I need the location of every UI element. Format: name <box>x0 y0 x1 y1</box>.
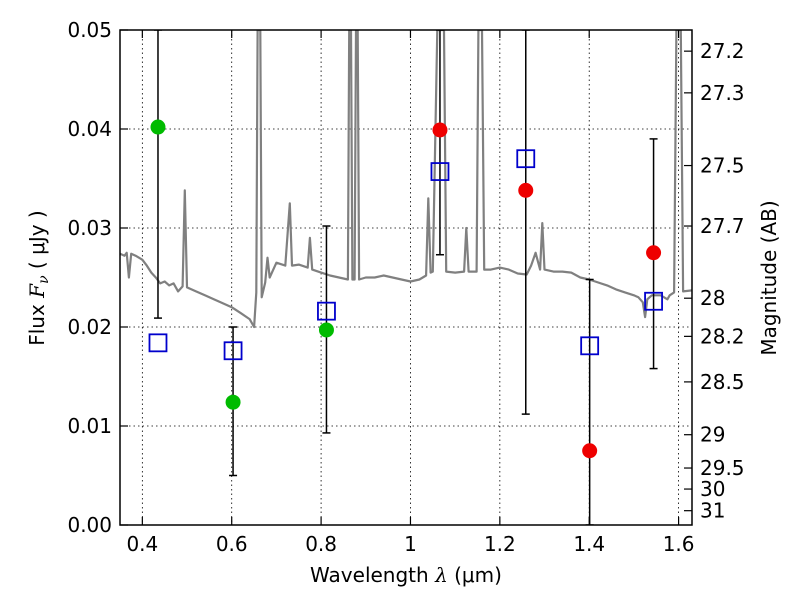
data-point <box>150 119 166 135</box>
y-tick-label: 0.03 <box>67 216 112 240</box>
data-point <box>225 394 241 410</box>
y-axis-label: Flux Fν ( μJy ) <box>25 210 52 346</box>
plot-data <box>120 30 692 525</box>
x-axis-label: Wavelength λ (μm) <box>310 563 502 587</box>
y2-tick-label: 27.5 <box>700 154 745 178</box>
model-point <box>430 162 450 181</box>
plot-frame <box>119 29 693 526</box>
y2-tick-label: 29 <box>700 423 725 447</box>
data-point <box>432 122 448 138</box>
model-point <box>223 341 243 361</box>
x-tick-label: 1.6 <box>663 532 695 556</box>
y-tick-label: 0.02 <box>67 315 112 339</box>
y-tick-label: 0.05 <box>67 18 112 42</box>
y2-tick-label: 27.7 <box>700 214 745 238</box>
x-tick-label: 0.4 <box>126 532 158 556</box>
data-point <box>318 322 334 338</box>
y-tick-label: 0.00 <box>67 513 112 537</box>
data-point <box>518 182 534 198</box>
model-point <box>516 149 536 169</box>
y2-tick-label: 30 <box>700 477 725 501</box>
data-point <box>646 245 662 261</box>
y2-tick-label: 28 <box>700 286 725 310</box>
y2-tick-label: 27.3 <box>700 81 745 105</box>
grid-lines <box>120 29 692 526</box>
y2-tick-label: 28.2 <box>700 324 745 348</box>
x-tick-label: 0.8 <box>305 532 337 556</box>
x-tick-label: 1 <box>404 532 417 556</box>
data-point <box>582 443 598 459</box>
spectrum-line <box>120 30 692 329</box>
y-tick-label: 0.04 <box>67 117 112 141</box>
y2-tick-label: 27.2 <box>700 39 745 63</box>
x-tick-label: 1.2 <box>484 532 516 556</box>
y2-axis-label: Magnitude (AB) <box>757 200 781 355</box>
y2-tick-label: 28.5 <box>700 370 745 394</box>
model-point <box>317 301 336 321</box>
y2-tick-label: 29.5 <box>700 456 745 480</box>
x-tick-label: 1.4 <box>573 532 605 556</box>
y2-tick-label: 31 <box>700 499 725 523</box>
model-point <box>148 333 168 353</box>
model-point <box>580 336 600 356</box>
axis-ticks: 0.4 0.6 0.8 1 1.2 1.4 1.6 0.00 0.01 0.02 0.03 0.04 0… <box>67 18 744 556</box>
x-tick-label: 0.6 <box>216 532 248 556</box>
y-tick-label: 0.01 <box>67 414 112 438</box>
model-point <box>644 291 663 311</box>
